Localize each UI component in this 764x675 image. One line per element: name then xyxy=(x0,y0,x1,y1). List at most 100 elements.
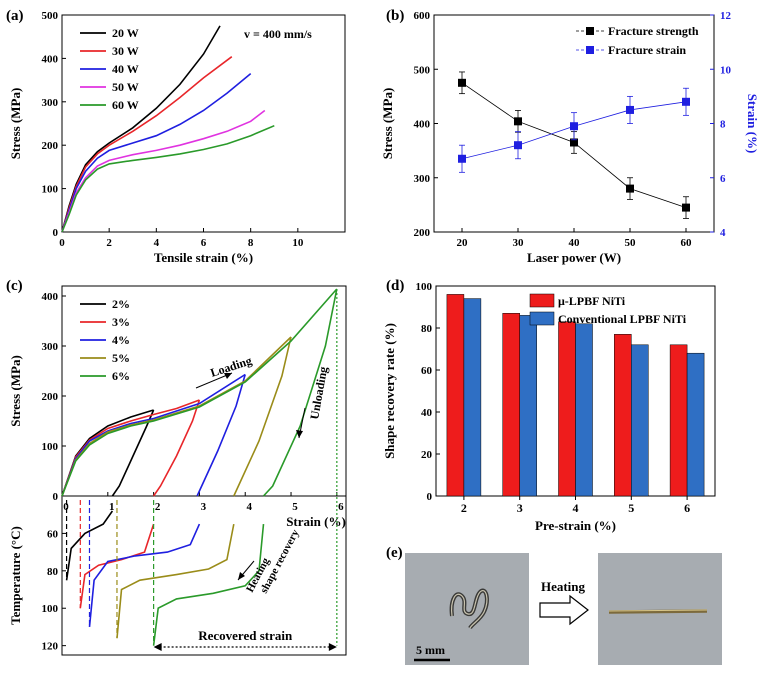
panel-c-xtick-label: 3 xyxy=(201,501,207,513)
panel-c-legend-3: 3% xyxy=(112,315,130,329)
panel-a-xtick-label: 10 xyxy=(292,237,304,249)
panel-b-xtick-label: 60 xyxy=(681,237,693,249)
panel-b-marker-fracture-strain xyxy=(514,141,522,150)
panel-b-y2tick-label: 8 xyxy=(720,119,726,131)
panel-c-heating-4 xyxy=(88,523,201,627)
panel-a-legend-30-w: 30 W xyxy=(112,44,139,58)
panel-c-unloading-3 xyxy=(152,399,201,497)
panel-d-bar-conventional-lpbf-niti-2 xyxy=(463,298,482,497)
panel-d-bar-lpbf-niti-2 xyxy=(446,294,465,497)
panel-c-heating-2 xyxy=(65,510,114,581)
panel-a-legend-20-w: 20 W xyxy=(112,26,139,40)
panel-a-ytick-label: 300 xyxy=(42,97,59,109)
panel-c-heating-3 xyxy=(79,523,155,609)
panel-c-xtick-label: 0 xyxy=(63,501,69,513)
panel-c-legend-5: 5% xyxy=(112,351,130,365)
heating-arrow-icon xyxy=(539,594,589,626)
straight-wire-icon xyxy=(608,609,708,614)
panel-d-bar-lpbf-niti-3 xyxy=(502,313,520,497)
panel-c-unloading-arrowhead xyxy=(296,430,303,438)
panel-c-xtick-label: 4 xyxy=(246,501,252,513)
panel-a-series-50-w xyxy=(61,109,266,233)
panel-b-legend-marker xyxy=(586,27,594,35)
panel-d-label: (d) xyxy=(386,278,404,294)
panel-c-loading-5 xyxy=(61,336,292,497)
panel-c-ytick-label: 400 xyxy=(42,291,59,303)
panel-c-loading-3 xyxy=(61,399,200,497)
panel-d-legend-conventional-lpbf-niti: Conventional LPBF NiTi xyxy=(558,312,687,326)
panel-d-bar-lpbf-niti-5 xyxy=(614,334,632,497)
panel-b-xtick-label: 30 xyxy=(513,237,525,249)
panel-b-marker-fracture-strength xyxy=(626,184,634,193)
panel-c-recovered-arrowhead-right xyxy=(328,643,337,651)
panel-b-ytick-label: 400 xyxy=(414,119,431,131)
panel-a-ytick-label: 0 xyxy=(53,227,59,239)
panel-b-marker-fracture-strain xyxy=(682,97,690,106)
panel-d-bar-conventional-lpbf-niti-4 xyxy=(575,323,593,497)
panel-b-xtick-label: 50 xyxy=(625,237,637,249)
panel-a-xtick-label: 4 xyxy=(154,237,160,249)
panel-c-xtick-label: 6 xyxy=(338,501,344,513)
panel-a-series-20-w xyxy=(61,25,221,233)
panel-b-ytick-label: 300 xyxy=(414,173,431,185)
panel-c-legend-4: 4% xyxy=(112,333,130,347)
panel-c-xtick-label: 2 xyxy=(155,501,161,513)
panel-c-legend-6: 6% xyxy=(112,369,130,383)
panel-b-legend-marker xyxy=(586,46,594,54)
panel-b-marker-fracture-strain xyxy=(626,105,634,114)
panel-b-label: (b) xyxy=(386,8,404,24)
panel-a-legend-50-w: 50 W xyxy=(112,80,139,94)
panel-d-ylabel: Shape recovery rate (%) xyxy=(382,323,397,459)
panel-d-ytick-label: 40 xyxy=(421,407,433,419)
panel-d-xtick-label: 4 xyxy=(573,501,579,515)
panel-c-ytick-label: 200 xyxy=(42,391,59,403)
panel-b-y2tick-label: 6 xyxy=(720,173,726,185)
panel-d-ytick-label: 20 xyxy=(421,449,433,461)
panel-c-unloading-6 xyxy=(262,288,338,497)
panel-c-xtick-label: 5 xyxy=(292,501,298,513)
panel-c-xlabel: Strain (%) xyxy=(286,514,346,529)
panel-a-xlabel: Tensile strain (%) xyxy=(154,250,253,265)
panel-d-bar-lpbf-niti-4 xyxy=(558,321,576,497)
panel-b-ytick-label: 200 xyxy=(414,227,431,239)
panel-a-series-60-w xyxy=(61,124,275,233)
panel-c-recovered-arrowhead-left xyxy=(153,643,162,651)
panel-b-ytick-label: 600 xyxy=(414,10,431,22)
panel-c-ytick-bottom-label: 120 xyxy=(42,641,59,653)
panel-d-xtick-label: 6 xyxy=(684,501,690,515)
panel-d-xtick-label: 5 xyxy=(628,501,634,515)
panel-d-xlabel: Pre-strain (%) xyxy=(535,518,616,533)
panel-b-ytick-label: 500 xyxy=(414,64,431,76)
panel-d-xtick-label: 3 xyxy=(517,501,523,515)
scale-bar-label: 5 mm xyxy=(416,643,445,657)
panel-b-legend-fracture-strength: Fracture strength xyxy=(608,24,699,38)
panel-a-frame xyxy=(61,14,346,233)
panel-c-frame xyxy=(61,285,347,656)
panel-b-y2tick-label: 10 xyxy=(720,64,732,76)
panel-a-xtick-label: 2 xyxy=(106,237,112,249)
panel-c-ylabel-bottom: Temperature (°C) xyxy=(8,526,23,625)
panel-a-ylabel: Stress (MPa) xyxy=(8,88,23,160)
panel-a-series-40-w xyxy=(61,72,252,233)
panel-a-xtick-label: 8 xyxy=(248,237,254,249)
panel-b-xtick-label: 20 xyxy=(457,237,469,249)
panel-d-bar-conventional-lpbf-niti-3 xyxy=(519,315,537,497)
coiled-wire-highlight xyxy=(451,590,488,629)
panel-c-heating-arrowhead xyxy=(238,572,245,580)
panel-d-legend-lpbf-niti: μ-LPBF NiTi xyxy=(558,294,626,308)
panel-c-loading-arrowhead xyxy=(224,373,232,379)
panel-d-ytick-label: 0 xyxy=(427,491,433,503)
panel-b-xlabel: Laser power (W) xyxy=(527,250,621,265)
panel-d-xtick-label: 2 xyxy=(461,501,467,515)
panel-d-legend-swatch xyxy=(529,311,555,326)
panel-e-label: (e) xyxy=(386,545,403,561)
panel-d-legend-swatch xyxy=(529,293,555,308)
panel-c-unloading-label: Unloading xyxy=(307,366,330,421)
panel-b-marker-fracture-strength xyxy=(570,138,578,147)
heating-arrow-label: Heating xyxy=(541,579,586,594)
panel-b-marker-fracture-strength xyxy=(514,117,522,126)
panel-d-bar-conventional-lpbf-niti-6 xyxy=(686,352,705,497)
panel-c-ytick-label: 100 xyxy=(42,441,59,453)
panel-a-ytick-label: 400 xyxy=(42,53,59,65)
straight-wire-highlight xyxy=(608,609,708,612)
